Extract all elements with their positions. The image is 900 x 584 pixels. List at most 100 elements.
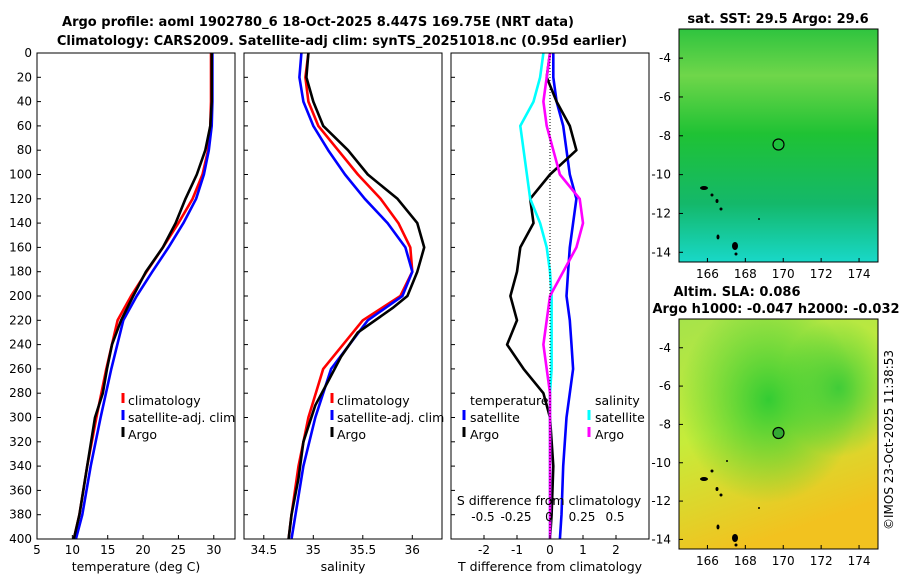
secondary-x-tick-label: 0.25: [569, 510, 596, 524]
map-y-tick-label: -12: [651, 206, 671, 220]
sla-map-frame: [678, 318, 879, 550]
sst-map-axes: 166 168 170 172 174 -4 -6 -8 -10 -12 -14: [651, 51, 870, 281]
map-x-tick-label: 174: [848, 267, 871, 281]
x-tick-label: 15: [100, 543, 115, 557]
map-y-tick-label: -14: [651, 245, 671, 259]
sla-islands: [700, 460, 760, 547]
map-x-tick-label: 170: [772, 554, 795, 568]
map-y-tick-label: -4: [659, 51, 671, 65]
temperature-panel: 0 20 40 60 80 100 120 140 160 180 200 220 240 260 280 3…: [9, 46, 236, 574]
series-line-satellite-adj-clim: [74, 53, 214, 540]
plot-frame: [243, 52, 443, 540]
y-tick-label: 180: [9, 265, 32, 279]
legend-label: Argo: [337, 427, 366, 442]
y-tick-label: 240: [9, 338, 32, 352]
legend-label: satellite: [470, 410, 520, 425]
sla-map-axes: 166 168 170 172 174 -4 -6 -8 -10 -12 -14: [651, 341, 870, 568]
copyright-timestamp: ©IMOS 23-Oct-2025 11:38:53: [882, 350, 896, 530]
y-tick-label: 260: [9, 362, 32, 376]
y-tick-label: 100: [9, 168, 32, 182]
y-tick-label: 300: [9, 411, 32, 425]
legend-label: climatology: [128, 393, 201, 408]
difference-panel: -2 -1 0 1 2 T difference from climatology S di…: [450, 52, 650, 574]
map-y-tick-label: -12: [651, 494, 671, 508]
map-x-tick-label: 170: [772, 267, 795, 281]
map-x-tick-label: 166: [696, 267, 719, 281]
secondary-x-tick-label: 0: [545, 510, 553, 524]
x-tick-label: 1: [579, 543, 587, 557]
sst-map-field: [679, 29, 878, 262]
secondary-x-tick-label: 0.5: [605, 510, 624, 524]
map-y-tick-label: -6: [659, 90, 671, 104]
x-tick-label: 35.5: [349, 543, 376, 557]
map-y-tick-label: -4: [659, 341, 671, 355]
legend-header-salinity: salinity: [595, 393, 640, 408]
series-line-satellite-adj-clim: [290, 52, 414, 540]
series-line-argo: [287, 52, 426, 540]
y-tick-label: 160: [9, 240, 32, 254]
legend-label: climatology: [337, 393, 410, 408]
legend-label: Argo: [470, 427, 499, 442]
x-tick-label: 35: [306, 543, 321, 557]
y-tick-label: 120: [9, 192, 32, 206]
map-y-tick-label: -10: [651, 456, 671, 470]
y-tick-label: 40: [17, 95, 32, 109]
x-axis-label: salinity: [321, 559, 366, 574]
series-line-climatology: [72, 53, 213, 540]
y-tick-label: 220: [9, 313, 32, 327]
figure-title-line1: Argo profile: aoml 1902780_6 18-Oct-2025…: [62, 15, 574, 30]
y-tick-label: 400: [9, 532, 32, 546]
legend-label: Argo: [595, 427, 624, 442]
y-tick-label: 80: [17, 143, 32, 157]
series-line-argo: [72, 53, 213, 540]
y-tick-label: 0: [24, 46, 32, 60]
y-tick-label: 20: [17, 70, 32, 84]
x-tick-label: 34.5: [250, 543, 277, 557]
legend-header-temperature: temperature: [470, 393, 549, 408]
y-tick-label: 60: [17, 119, 32, 133]
sla-map-subtitle: Argo h1000: -0.047 h2000: -0.032: [652, 302, 899, 317]
map-x-tick-label: 172: [810, 267, 833, 281]
y-tick-label: 280: [9, 386, 32, 400]
legend-label: Argo: [128, 427, 157, 442]
series-line-t-satellite: [551, 53, 578, 540]
x-tick-label: -1: [511, 543, 523, 557]
figure-title-line2: Climatology: CARS2009. Satellite-adj cli…: [57, 34, 627, 49]
secondary-x-tick-label: -0.5: [471, 510, 494, 524]
x-tick-label: 2: [612, 543, 620, 557]
y-tick-label: 140: [9, 216, 32, 230]
sst-map-title: sat. SST: 29.5 Argo: 29.6: [687, 12, 868, 27]
x-tick-label: 0: [546, 543, 554, 557]
secondary-x-tick-label: -0.25: [500, 510, 531, 524]
legend-label: satellite-adj. clim: [337, 410, 444, 425]
legend-label: satellite: [595, 410, 645, 425]
legend-label: satellite-adj. clim: [128, 410, 235, 425]
secondary-x-axis-label: S difference from climatology: [457, 493, 642, 508]
sst-map-frame: [678, 28, 879, 263]
series-line-s-argo: [542, 52, 585, 539]
map-x-tick-label: 166: [696, 554, 719, 568]
sla-map-title: Altim. SLA: 0.086: [674, 285, 801, 300]
x-axis-label: T difference from climatology: [457, 559, 643, 574]
x-axis-label: temperature (deg C): [72, 559, 201, 574]
y-tick-label: 380: [9, 508, 32, 522]
sst-argo-location-marker: [772, 138, 785, 151]
map-y-tick-label: -14: [651, 532, 671, 546]
x-tick-label: 25: [171, 543, 186, 557]
y-tick-label: 340: [9, 459, 32, 473]
map-y-tick-label: -10: [651, 168, 671, 182]
map-y-tick-label: -8: [659, 417, 671, 431]
map-y-tick-label: -6: [659, 379, 671, 393]
series-line-climatology: [287, 52, 414, 540]
x-tick-label: 5: [33, 543, 41, 557]
sla-map-panel: Altim. SLA: 0.086 Argo h1000: -0.047 h20…: [651, 285, 899, 568]
map-x-tick-label: 174: [848, 554, 871, 568]
map-x-tick-label: 168: [734, 267, 757, 281]
map-y-tick-label: -8: [659, 129, 671, 143]
sla-argo-location-marker: [772, 426, 785, 440]
y-tick-label: 320: [9, 435, 32, 449]
x-tick-label: 10: [65, 543, 80, 557]
x-tick-label: 36: [405, 543, 420, 557]
